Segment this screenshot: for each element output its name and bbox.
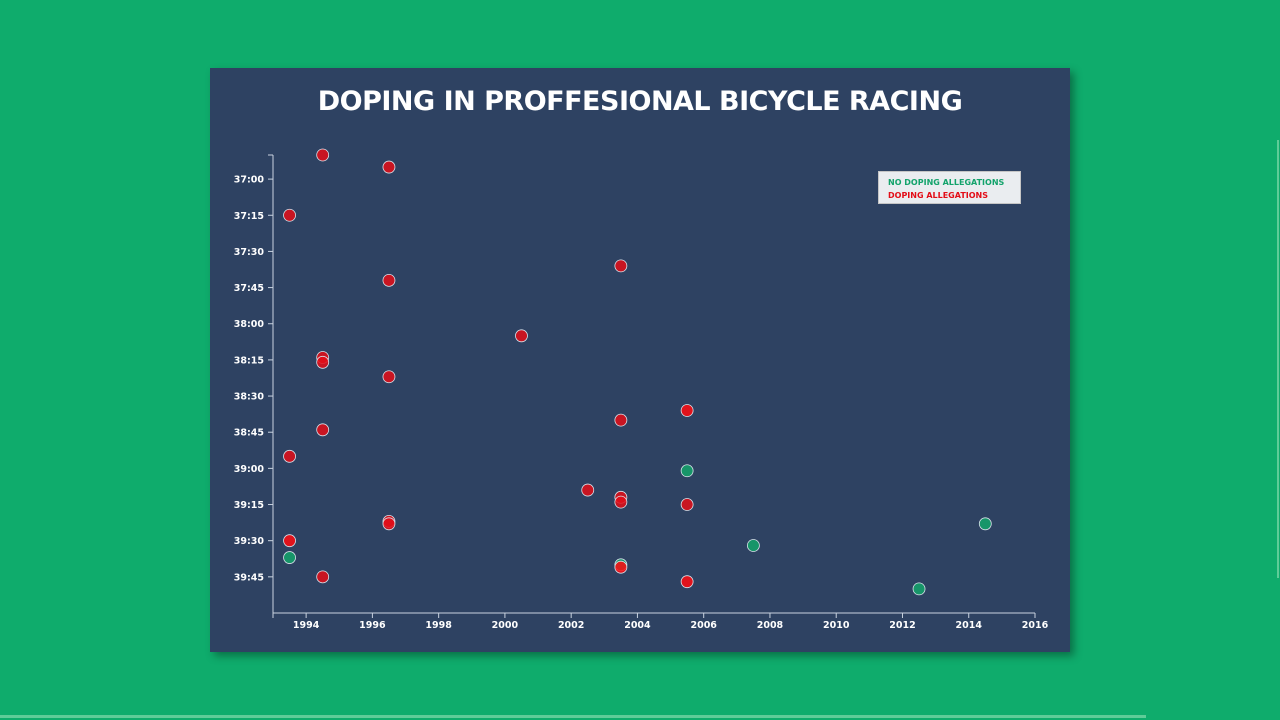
y-tick-label: 37:15	[234, 211, 264, 222]
y-tick-label: 37:45	[234, 283, 264, 294]
x-tick-label: 2000	[492, 620, 519, 631]
y-tick-label: 39:45	[234, 572, 264, 583]
data-point-doping	[283, 449, 296, 463]
x-tick-label: 1994	[293, 620, 320, 631]
data-point-no-doping	[283, 551, 296, 564]
data-points	[283, 148, 992, 596]
data-point-doping	[382, 370, 396, 384]
data-point-doping	[614, 259, 628, 273]
bottom-scroll-track	[0, 715, 1146, 718]
y-tick-label: 38:15	[234, 355, 264, 366]
data-point-doping	[382, 273, 396, 287]
data-point-doping	[316, 355, 330, 369]
x-tick-label: 2008	[757, 620, 784, 631]
x-tick-label: 2004	[624, 620, 651, 631]
x-tick-label: 2006	[690, 620, 717, 631]
y-tick-label: 38:30	[234, 392, 265, 403]
data-point-no-doping	[978, 517, 992, 531]
chart-card	[210, 68, 1070, 652]
y-tick-label: 39:30	[234, 536, 265, 547]
data-point-doping	[614, 495, 628, 509]
data-point-doping	[581, 483, 595, 497]
right-scroll-track	[1277, 140, 1279, 578]
x-tick-label: 2012	[889, 620, 915, 631]
data-point-doping	[316, 148, 330, 162]
data-point-no-doping	[912, 582, 926, 596]
data-point-doping	[680, 498, 694, 511]
data-point-doping	[515, 329, 528, 343]
x-tick-label: 2002	[558, 620, 584, 631]
x-tick-label: 2010	[823, 620, 850, 631]
chart-title: DOPING IN PROFFESIONAL BICYCLE RACING	[317, 86, 963, 117]
legend: NO DOPING ALLEGATIONS DOPING ALLEGATIONS	[878, 171, 1021, 204]
data-point-doping	[614, 413, 628, 427]
legend-item-no-doping: NO DOPING ALLEGATIONS	[888, 178, 1005, 187]
x-tick-label: 2016	[1022, 620, 1049, 631]
y-tick-label: 38:00	[234, 319, 265, 330]
data-point-doping	[316, 570, 330, 584]
y-tick-label: 38:45	[234, 428, 264, 439]
y-tick-label: 39:15	[234, 500, 264, 511]
data-point-no-doping	[746, 539, 760, 552]
data-point-doping	[316, 423, 330, 437]
x-tick-label: 1998	[425, 620, 452, 631]
data-point-doping	[283, 534, 296, 548]
data-point-doping	[680, 404, 694, 417]
data-point-no-doping	[680, 464, 694, 478]
data-point-doping	[382, 160, 396, 174]
y-tick-label: 39:00	[234, 464, 265, 475]
y-tick-label: 37:30	[234, 247, 265, 258]
data-point-doping	[680, 575, 694, 589]
y-tick-label: 37:00	[234, 175, 265, 186]
axes: 37:00 37:15 37:30 37:45 38:00 38:15 38:30 38:45…	[234, 154, 1049, 631]
x-tick-label: 1996	[359, 620, 386, 631]
data-point-doping	[283, 208, 296, 222]
data-point-doping	[614, 560, 628, 574]
x-tick-label: 2014	[956, 620, 983, 631]
data-point-doping	[382, 517, 396, 531]
legend-item-doping: DOPING ALLEGATIONS	[888, 191, 989, 200]
